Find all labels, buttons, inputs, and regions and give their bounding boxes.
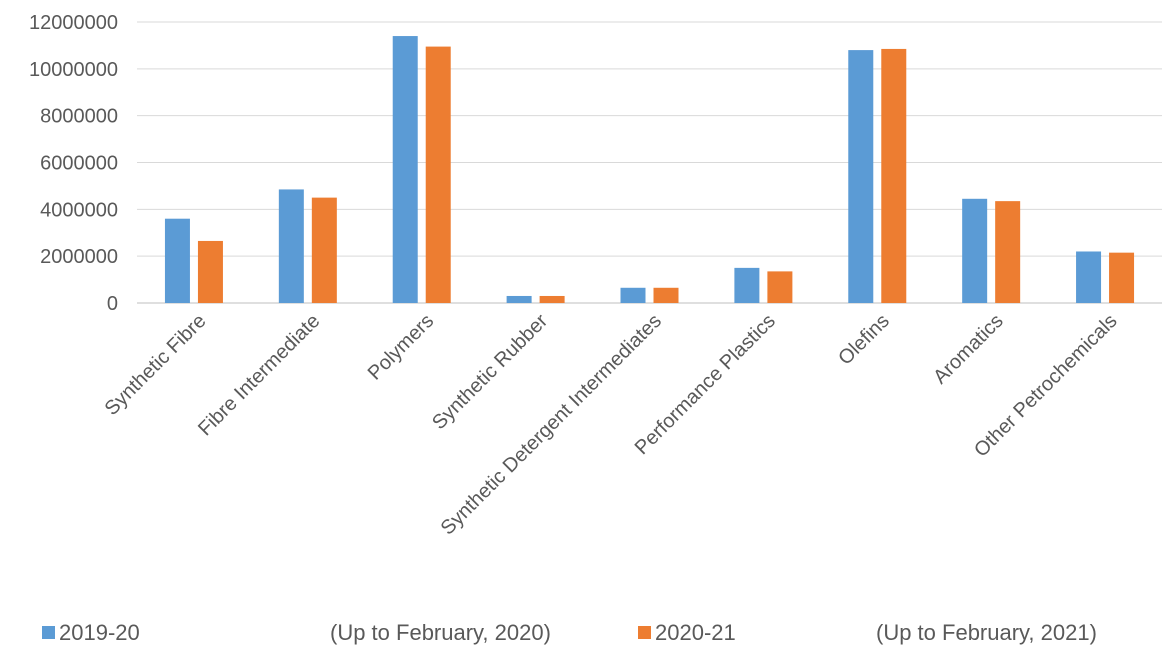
legend-note-series-1: (Up to February, 2020) — [330, 620, 551, 645]
bar-series-2 — [1109, 252, 1135, 303]
y-tick-label: 8000000 — [40, 106, 118, 128]
bar-series-1 — [962, 198, 988, 303]
y-tick-label: 12000000 — [29, 12, 118, 34]
bar-series-1 — [734, 267, 760, 303]
x-category-label: Polymers — [364, 310, 439, 385]
bar-series-2 — [425, 46, 451, 304]
y-tick-label: 10000000 — [29, 59, 118, 81]
bar-series-1 — [278, 189, 304, 303]
x-category-label: Aromatics — [929, 310, 1007, 388]
legend-item-series-2: 2020-21 — [638, 620, 736, 646]
bar-chart: 0 2000000 4000000 6000000 8000000 10000000 120… — [29, 12, 1162, 540]
bar-series-2 — [767, 271, 793, 303]
legend-swatch-series-1 — [42, 625, 55, 639]
bar-series-1 — [848, 50, 874, 303]
legend-label-series-1: 2019-20 — [59, 620, 140, 645]
bar-series-1 — [506, 295, 532, 303]
x-category-label: Synthetic Detergent Intermediates — [437, 310, 666, 539]
bar-series-1 — [164, 218, 190, 303]
x-category-label: Fibre Intermediate — [194, 310, 324, 440]
y-tick-label: 0 — [107, 293, 118, 315]
legend-note-series-2: (Up to February, 2021) — [876, 620, 1097, 645]
y-tick-label: 6000000 — [40, 153, 118, 175]
y-axis-tick-labels: 0 2000000 4000000 6000000 8000000 10000000 120… — [29, 12, 118, 315]
bar-series-2 — [653, 287, 679, 303]
bar-series-1 — [620, 287, 646, 303]
x-category-label: Olefins — [834, 310, 894, 370]
bar-series-2 — [197, 240, 223, 303]
legend-item-series-1: 2019-20 — [42, 620, 140, 646]
legend-swatch-series-2 — [638, 625, 651, 639]
y-tick-label: 4000000 — [40, 199, 118, 221]
bar-series-2 — [995, 201, 1021, 303]
bar-series-2 — [311, 197, 337, 303]
bar-series-2 — [881, 48, 907, 303]
bars — [164, 36, 1135, 304]
gridlines — [137, 21, 1162, 304]
bar-series-1 — [1076, 251, 1102, 303]
bar-series-2 — [539, 295, 565, 303]
y-tick-label: 2000000 — [40, 246, 118, 268]
legend-label-series-2: 2020-21 — [655, 620, 736, 645]
x-category-label: Synthetic Fibre — [101, 310, 211, 420]
x-category-label: Synthetic Rubber — [428, 310, 552, 434]
bar-series-1 — [392, 36, 418, 304]
